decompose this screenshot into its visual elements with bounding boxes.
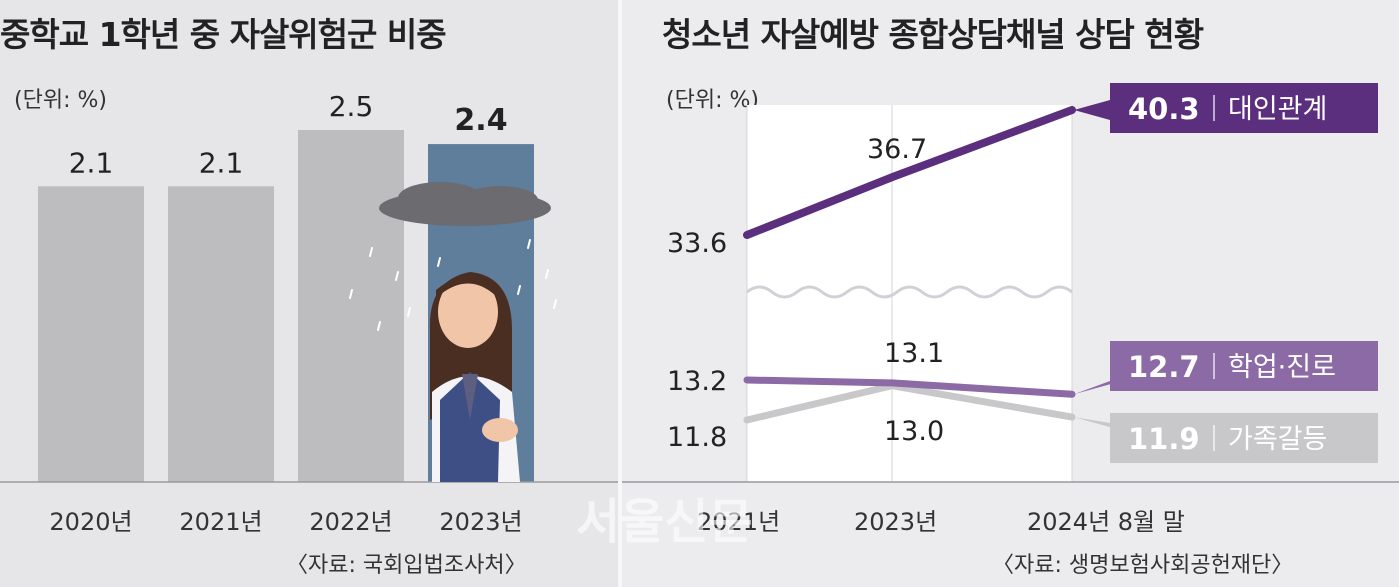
callout-box	[1074, 83, 1378, 133]
bar-value-label: 2.1	[199, 146, 244, 179]
callout-series-name: 가족갈등	[1228, 424, 1327, 455]
raindrop-icon	[527, 239, 531, 249]
callout-value: 11.9	[1128, 422, 1200, 456]
callout-value: 40.3	[1128, 92, 1200, 126]
x-tick-label: 2022년	[309, 508, 392, 536]
bar-2	[298, 130, 404, 482]
data-label: 11.8	[667, 422, 727, 453]
raindrop-icon	[369, 247, 373, 257]
bar-0	[38, 186, 144, 482]
bar-chart: 2.1 2020년 2.1 2021년 2.5 2022년 2.4 2023년	[0, 90, 618, 536]
x-tick-label: 2021년	[697, 508, 780, 536]
callout-box	[1074, 413, 1378, 463]
hand-shape	[482, 418, 518, 442]
left-source: 〈자료: 국회입법조사처〉	[286, 553, 527, 578]
raindrop-icon	[349, 289, 353, 299]
raindrop-icon	[437, 257, 441, 267]
cloud-part	[398, 182, 482, 214]
right-panel: 청소년 자살예방 종합상담채널 상담 현황 (단위: %) 33.6 36.7 13…	[622, 0, 1399, 587]
data-label: 33.6	[667, 228, 727, 259]
raindrop-icon	[377, 321, 381, 331]
raindrop-icon	[553, 299, 557, 309]
right-source: 〈자료: 생명보험사회공헌재단〉	[992, 553, 1294, 578]
bangs-shape	[436, 275, 500, 300]
crying-student-illustration	[429, 272, 520, 482]
bar-value-label: 2.1	[69, 146, 114, 179]
vest-shape	[440, 372, 500, 482]
series-callout: 12.7 학업·진로	[1074, 341, 1378, 395]
callout-value: 12.7	[1128, 350, 1200, 384]
data-label: 13.1	[884, 338, 944, 369]
data-label: 13.0	[884, 416, 944, 447]
face-shape	[438, 276, 498, 348]
panel-divider	[618, 0, 622, 587]
line-chart: 33.6 36.7 13.2 13.1 11.8 13.0 40.3 대인관계 12.7 학업·진…	[622, 83, 1399, 536]
callout-box	[1074, 341, 1378, 395]
bar-1	[168, 186, 274, 482]
x-tick-label: 2020년	[49, 508, 132, 536]
data-label: 13.2	[667, 366, 727, 397]
x-tick-label: 2024년 8월 말	[1027, 508, 1185, 536]
axis-break-wave	[746, 285, 1073, 299]
series-callout: 11.9 가족갈등	[1074, 413, 1378, 463]
left-chart-title: 중학교 1학년 중 자살위험군 비중	[0, 15, 447, 54]
cloud-icon	[379, 182, 551, 226]
raindrop-icon	[517, 285, 521, 295]
bar-value-label: 2.4	[454, 103, 507, 138]
series-line	[743, 376, 1076, 398]
x-tick-label: 2023년	[854, 508, 937, 536]
left-unit-label: (단위: %)	[14, 88, 107, 113]
right-unit-label: (단위: %)	[666, 88, 759, 113]
left-panel: 중학교 1학년 중 자살위험군 비중 (단위: %) 2.1 2020년 2.1 20…	[0, 0, 618, 587]
right-chart-title: 청소년 자살예방 종합상담채널 상담 현황	[662, 15, 1204, 54]
cloud-part	[462, 186, 538, 214]
series-line	[743, 106, 1076, 239]
raindrop-icon	[407, 307, 411, 317]
callout-series-name: 학업·진로	[1228, 352, 1336, 383]
x-tick-label: 2021년	[179, 508, 262, 536]
raindrop-icon	[395, 271, 399, 281]
bar-value-label: 2.5	[329, 90, 374, 123]
x-tick-label: 2023년	[439, 508, 522, 536]
series-callout: 40.3 대인관계	[1074, 83, 1378, 133]
raindrop-icon	[545, 269, 549, 279]
tie-shape	[462, 374, 478, 420]
data-label: 36.7	[867, 134, 927, 165]
callout-series-name: 대인관계	[1228, 94, 1327, 125]
